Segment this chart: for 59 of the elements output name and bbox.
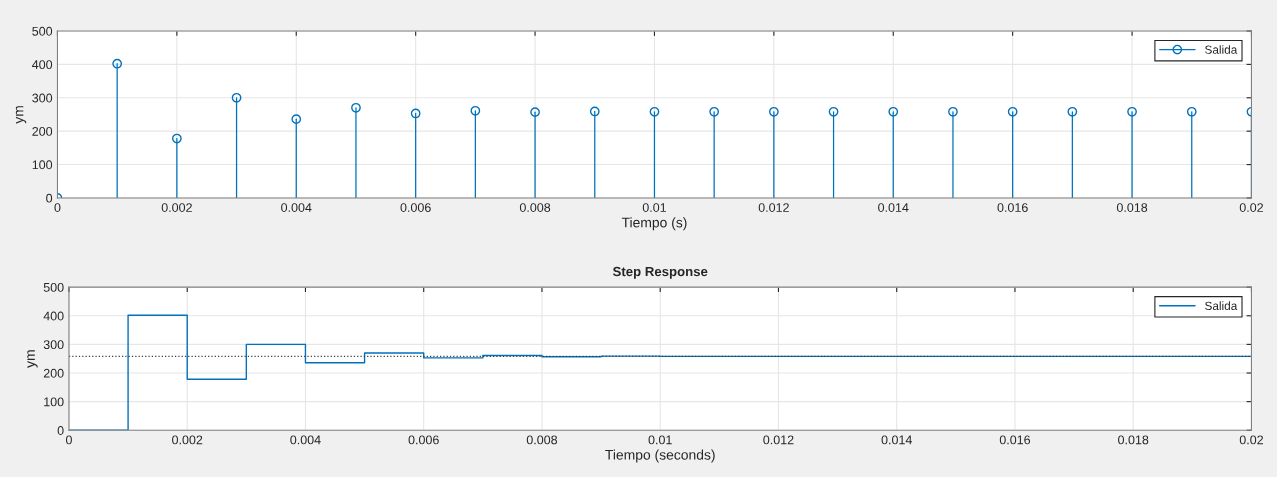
point bbox=[231, 92, 242, 103]
legend-label: Salida bbox=[1205, 301, 1238, 310]
y-tick-label: 500 bbox=[32, 26, 53, 36]
x-tick-label: 0.008 bbox=[519, 203, 551, 212]
x-tick-label: 0 bbox=[65, 435, 72, 445]
x-tick-label: 0.002 bbox=[172, 435, 203, 445]
y-tick-label: 200 bbox=[32, 126, 53, 136]
point bbox=[1067, 106, 1078, 117]
y-axis-title: ym bbox=[27, 350, 38, 368]
point bbox=[172, 133, 182, 144]
point bbox=[410, 108, 421, 119]
x-tick-label: 0.008 bbox=[526, 435, 558, 445]
point bbox=[1007, 106, 1018, 117]
y-tick-label: 500 bbox=[43, 282, 64, 292]
x-tick-label: 0.016 bbox=[997, 203, 1028, 212]
y-tick-label: 100 bbox=[32, 160, 53, 170]
point bbox=[351, 102, 361, 113]
x-tick-label: 0.012 bbox=[758, 203, 789, 212]
y-tick-label: 100 bbox=[44, 397, 64, 407]
y-tick-label: 300 bbox=[43, 340, 64, 350]
x-tick-label: 0.018 bbox=[1116, 203, 1148, 212]
y-tick-label: 400 bbox=[32, 60, 53, 70]
point bbox=[769, 106, 779, 117]
x-tick-label: 0.018 bbox=[1118, 435, 1149, 445]
x-tick-label: 0.01 bbox=[648, 435, 672, 445]
x-axis-title: Tiempo (seconds) bbox=[605, 449, 715, 463]
y-tick-label: 400 bbox=[43, 311, 64, 321]
point bbox=[948, 106, 958, 117]
point bbox=[1127, 106, 1137, 117]
point bbox=[888, 106, 899, 117]
point bbox=[649, 106, 660, 117]
point bbox=[709, 106, 720, 117]
x-axis-title: Tiempo (s) bbox=[621, 217, 687, 231]
x-tick-label: 0.014 bbox=[878, 203, 909, 212]
point bbox=[291, 114, 302, 125]
point bbox=[589, 106, 600, 117]
x-tick-label: 0.004 bbox=[281, 203, 312, 212]
x-tick-label: 0.012 bbox=[763, 435, 794, 445]
x-tick-label: 0.016 bbox=[999, 435, 1031, 445]
point bbox=[470, 105, 481, 116]
x-tick-label: 0.006 bbox=[400, 203, 431, 212]
y-tick-label: 0 bbox=[46, 193, 53, 203]
y-axis-title: ym bbox=[15, 106, 27, 124]
y-tick-label: 0 bbox=[57, 426, 64, 435]
x-tick-label: 0.02 bbox=[1239, 203, 1263, 212]
point bbox=[112, 58, 123, 69]
y-tick-label: 300 bbox=[32, 93, 53, 103]
point bbox=[530, 107, 540, 118]
x-tick-label: 0.004 bbox=[290, 435, 321, 445]
point bbox=[828, 106, 839, 117]
x-tick-label: 0.02 bbox=[1239, 435, 1263, 445]
x-tick-label: 0.01 bbox=[642, 203, 667, 212]
legend-label: Salida bbox=[1205, 45, 1238, 54]
x-tick-label: 0.014 bbox=[881, 435, 912, 445]
x-tick-label: 0.006 bbox=[408, 435, 439, 445]
point bbox=[1186, 106, 1197, 117]
chart-title: Step Response bbox=[612, 266, 708, 279]
y-tick-label: 200 bbox=[43, 368, 64, 378]
x-tick-label: 0.002 bbox=[161, 203, 192, 212]
